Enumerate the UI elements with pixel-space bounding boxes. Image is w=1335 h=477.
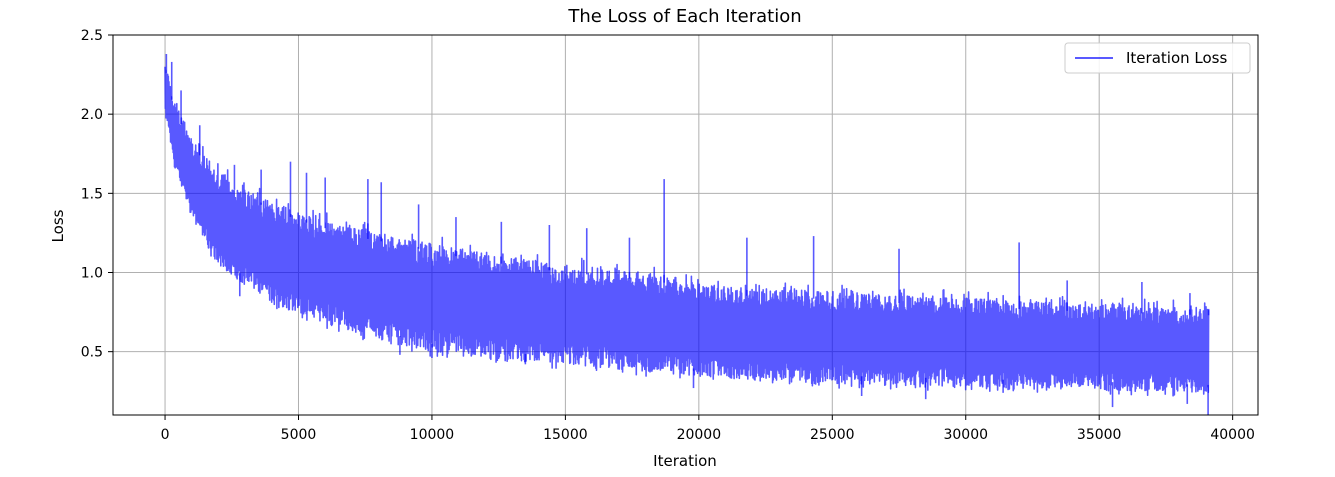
x-tick-label: 25000 bbox=[810, 427, 855, 443]
x-axis: 0 5000 10000 15000 20000 25000 30000 35000 40000 bbox=[161, 415, 1255, 443]
x-tick-label: 5000 bbox=[281, 427, 317, 443]
x-axis-label: Iteration bbox=[653, 452, 717, 470]
x-tick-label: 20000 bbox=[677, 427, 722, 443]
series-layer bbox=[164, 54, 1210, 415]
y-tick-label: 1.5 bbox=[81, 186, 103, 202]
chart-title: The Loss of Each Iteration bbox=[567, 6, 801, 27]
x-tick-label: 40000 bbox=[1210, 427, 1255, 443]
x-tick-label: 15000 bbox=[543, 427, 588, 443]
y-axis-label: Loss bbox=[49, 209, 67, 242]
y-axis: 0.5 1.0 1.5 2.0 2.5 bbox=[81, 28, 113, 361]
loss-series-line bbox=[164, 66, 1210, 397]
legend-label: Iteration Loss bbox=[1126, 49, 1227, 67]
x-tick-label: 10000 bbox=[410, 427, 455, 443]
plot-frame bbox=[112, 34, 1259, 416]
plot-area: 0 5000 10000 15000 20000 25000 30000 35000 40000… bbox=[81, 28, 1259, 443]
legend: Iteration Loss bbox=[1064, 42, 1251, 74]
legend-box bbox=[1064, 42, 1251, 74]
x-tick-label: 0 bbox=[161, 427, 170, 443]
x-tick-label: 35000 bbox=[1077, 427, 1122, 443]
y-tick-label: 2.5 bbox=[81, 28, 103, 44]
y-tick-label: 0.5 bbox=[81, 345, 103, 361]
x-tick-label: 30000 bbox=[943, 427, 988, 443]
y-tick-label: 1.0 bbox=[81, 266, 103, 282]
y-tick-label: 2.0 bbox=[81, 107, 103, 123]
